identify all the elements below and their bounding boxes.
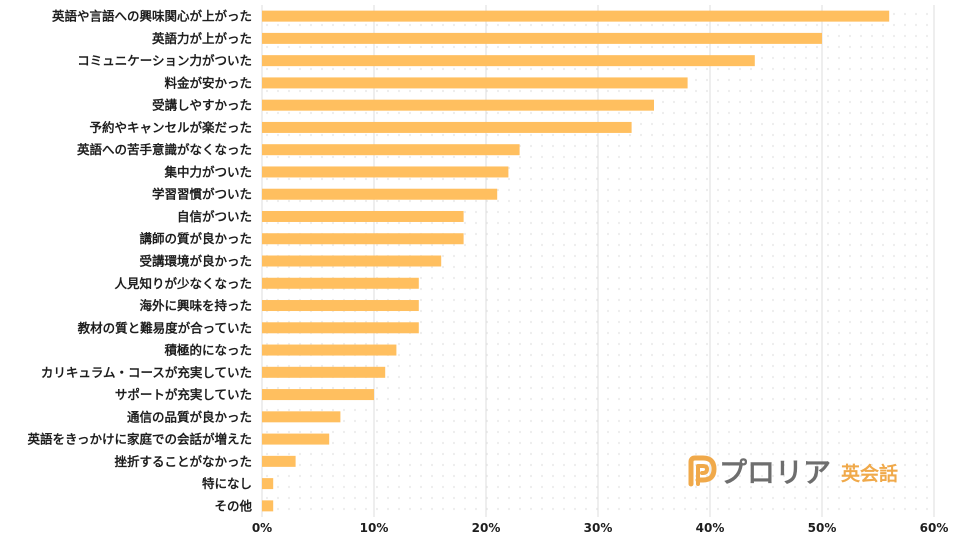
bar — [262, 77, 688, 89]
category-label: 受講環境が良かった — [139, 254, 252, 269]
bar — [262, 411, 341, 423]
category-label: カリキュラム・コースが充実していた — [41, 365, 252, 380]
bar — [262, 55, 755, 67]
bar — [262, 255, 442, 267]
bar — [262, 455, 296, 467]
x-tick-label: 30% — [584, 521, 613, 535]
bar — [262, 389, 374, 401]
x-tick-labels: 0% 10% 20% 30% 40% 50% 60% — [252, 521, 949, 535]
category-label: 教材の質と難易度が合っていた — [77, 320, 252, 335]
bar — [262, 210, 464, 222]
category-label: 英語や言語への興味関心が上がった — [52, 9, 252, 24]
x-tick-label: 40% — [696, 521, 725, 535]
x-tick-label: 50% — [808, 521, 837, 535]
bars — [262, 10, 890, 512]
bar — [262, 188, 498, 200]
p-logo-icon — [688, 455, 717, 487]
x-tick-label: 20% — [472, 521, 501, 535]
bar — [262, 166, 509, 178]
bar — [262, 99, 654, 111]
x-tick-label: 10% — [360, 521, 389, 535]
logo-subtitle: 英会話 — [841, 462, 898, 485]
category-label: 英語への苦手意識がなくなった — [77, 142, 252, 157]
bar — [262, 478, 274, 490]
logo-name: プロリア — [719, 456, 831, 489]
category-label: 集中力がついた — [163, 164, 252, 179]
category-label: 海外に興味を持った — [139, 298, 252, 313]
bar — [262, 233, 464, 245]
bar — [262, 344, 397, 356]
bar — [262, 32, 822, 44]
bar — [262, 433, 330, 445]
brand-logo: プロリア 英会話 — [688, 455, 898, 489]
category-label: 通信の品質が良かった — [127, 409, 252, 424]
bar — [262, 322, 419, 334]
category-label: コミュニケーション力がついた — [77, 53, 252, 68]
category-label: 挫折することがなかった — [114, 454, 252, 469]
category-label: 特になし — [202, 476, 252, 491]
category-label: その他 — [214, 498, 252, 513]
x-tick-label: 0% — [252, 521, 272, 535]
x-tick-label: 60% — [920, 521, 949, 535]
category-label: 学習習慣がついた — [152, 187, 252, 202]
category-label: 講師の質が良かった — [139, 231, 252, 246]
category-label: 受講しやすかった — [152, 98, 252, 113]
bar — [262, 121, 632, 133]
category-label: 自信がついた — [177, 209, 252, 224]
bar — [262, 144, 520, 156]
category-label: 人見知りが少なくなった — [114, 276, 252, 291]
bar — [262, 500, 274, 512]
category-label: 予約やキャンセルが楽だった — [89, 120, 252, 135]
category-label: 英語力が上がった — [152, 31, 252, 46]
bar — [262, 366, 386, 378]
category-label: サポートが充実していた — [115, 387, 252, 402]
category-labels: 英語や言語への興味関心が上がった英語力が上がったコミュニケーション力がついた料金… — [27, 9, 252, 514]
category-label: 積極的になった — [163, 343, 252, 358]
bar — [262, 10, 890, 22]
category-label: 料金が安かった — [164, 75, 252, 90]
category-label: 英語をきっかけに家庭での会話が増えた — [27, 432, 252, 447]
bar — [262, 277, 419, 289]
bar — [262, 300, 419, 312]
